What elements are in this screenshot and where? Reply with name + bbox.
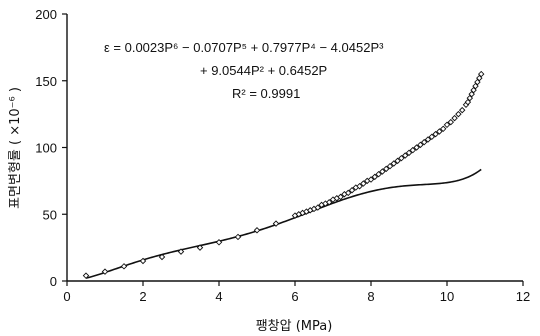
x-tick-label: 10 — [440, 289, 454, 304]
data-point — [139, 257, 147, 265]
equation-line-1: ε = 0.0023P⁶ − 0.0707P⁵ + 0.7977P⁴ − 4.0… — [104, 40, 384, 55]
data-point — [409, 146, 417, 154]
data-point — [455, 110, 462, 118]
data-point — [177, 248, 185, 255]
data-point — [420, 138, 428, 146]
data-points-layer — [82, 70, 485, 279]
data-point — [466, 94, 474, 102]
y-tick-label: 150 — [35, 74, 57, 89]
data-point — [424, 136, 432, 143]
data-point — [382, 165, 390, 173]
data-point — [325, 198, 333, 206]
y-tick-label: 200 — [35, 7, 57, 22]
data-point — [253, 227, 261, 234]
data-point — [82, 272, 90, 279]
data-point — [234, 233, 242, 241]
equation-line-2: + 9.0544P² + 0.6452P — [200, 63, 327, 78]
equation-annotation: ε = 0.0023P⁶ − 0.0707P⁵ + 0.7977P⁴ − 4.0… — [104, 40, 384, 101]
x-tick-label: 6 — [291, 289, 298, 304]
fit-curve — [85, 168, 482, 279]
data-point — [428, 133, 436, 141]
data-point — [398, 154, 405, 162]
data-point — [432, 130, 439, 138]
data-point — [375, 170, 382, 178]
data-point — [413, 144, 420, 151]
y-tick-label: 100 — [35, 141, 57, 156]
x-tick-label: 2 — [139, 289, 146, 304]
data-point — [470, 86, 477, 94]
data-point — [215, 239, 223, 246]
data-point — [451, 114, 458, 122]
data-point — [101, 268, 109, 275]
data-point — [120, 263, 128, 270]
data-point — [196, 244, 204, 251]
data-point — [405, 149, 413, 157]
data-point — [379, 168, 386, 175]
data-point — [476, 74, 483, 82]
data-point — [477, 70, 485, 78]
data-point — [439, 125, 447, 133]
data-point — [390, 160, 398, 167]
data-point — [417, 141, 424, 149]
data-point — [348, 186, 356, 194]
data-point — [401, 152, 409, 159]
data-point — [472, 82, 479, 90]
data-point — [337, 193, 344, 201]
data-point — [356, 182, 363, 190]
data-point — [464, 98, 472, 106]
r-squared-label: R² = 0.9991 — [232, 86, 300, 101]
x-tick-label: 8 — [367, 289, 374, 304]
y-tick-label: 50 — [43, 207, 57, 222]
data-point — [360, 180, 367, 187]
x-tick-label: 12 — [516, 289, 530, 304]
data-point — [394, 157, 401, 165]
data-point — [344, 189, 352, 197]
data-point — [272, 220, 280, 227]
data-point — [371, 173, 379, 181]
data-point — [458, 106, 466, 114]
data-point — [158, 253, 166, 261]
ticks: 0 2 4 6 8 10 12 0 50 100 150 200 — [35, 7, 530, 304]
data-point — [447, 118, 455, 126]
x-tick-label: 4 — [215, 289, 222, 304]
fit-curve-layer — [85, 168, 482, 279]
data-point — [443, 121, 451, 129]
x-axis-title: 팽창압 (MPa) — [256, 319, 333, 334]
x-tick-label: 0 — [63, 289, 70, 304]
y-axis-title: 표면변형률 ( ×10⁻⁶ ) — [8, 87, 23, 209]
data-point — [367, 176, 375, 183]
data-point — [314, 204, 322, 211]
data-point — [386, 162, 394, 170]
data-point — [436, 128, 443, 135]
data-point — [474, 78, 481, 86]
y-tick-label: 0 — [50, 274, 57, 289]
data-point — [468, 90, 475, 98]
